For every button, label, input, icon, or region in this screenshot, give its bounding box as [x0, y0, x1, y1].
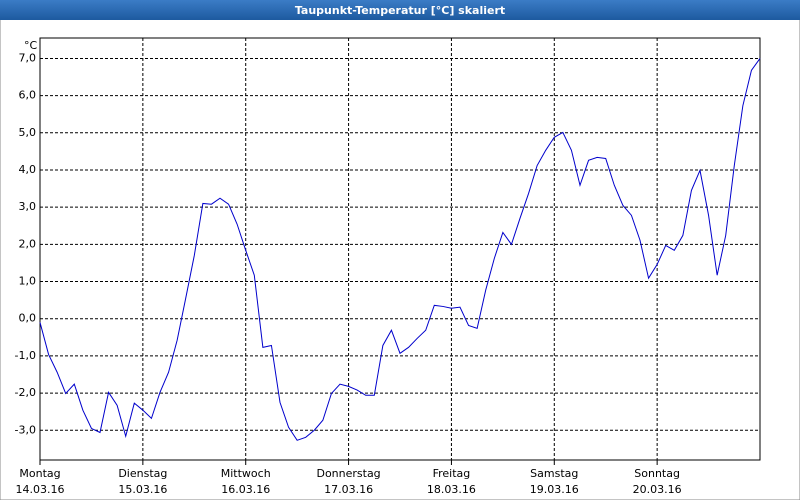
x-tick-label: Montag — [19, 467, 60, 480]
x-tick-date: 16.03.16 — [221, 483, 270, 496]
x-tick-label: Freitag — [433, 467, 471, 480]
y-tick-label: -3,0 — [15, 423, 36, 436]
y-tick-label: 3,0 — [19, 200, 37, 213]
y-tick-label: 5,0 — [19, 126, 37, 139]
x-tick-date: 18.03.16 — [427, 483, 476, 496]
y-tick-label: -1,0 — [15, 349, 36, 362]
data-line — [39, 58, 761, 441]
y-tick-label: 6,0 — [19, 89, 37, 102]
x-tick-date: 14.03.16 — [16, 483, 65, 496]
y-unit: °C — [24, 39, 38, 52]
x-tick-date: 17.03.16 — [324, 483, 373, 496]
x-tick-date: 20.03.16 — [633, 483, 682, 496]
x-tick-label: Samstag — [530, 467, 578, 480]
x-tick-label: Mittwoch — [221, 467, 271, 480]
y-tick-label: 7,0 — [19, 51, 37, 64]
x-tick-date: 15.03.16 — [118, 483, 167, 496]
chart-title: Taupunkt-Temperatur [°C] skaliert — [295, 4, 505, 17]
plot-frame — [39, 37, 761, 461]
y-tick-label: 1,0 — [19, 275, 37, 288]
x-tick-label: Dienstag — [118, 467, 167, 480]
y-tick-label: 4,0 — [19, 163, 37, 176]
y-tick-label: 2,0 — [19, 237, 37, 250]
title-bar — [0, 0, 800, 20]
x-tick-label: Sonntag — [634, 467, 680, 480]
x-tick-date: 19.03.16 — [530, 483, 579, 496]
y-tick-label: 0,0 — [19, 312, 37, 325]
y-tick-label: -2,0 — [15, 386, 36, 399]
x-tick-label: Donnerstag — [316, 467, 380, 480]
